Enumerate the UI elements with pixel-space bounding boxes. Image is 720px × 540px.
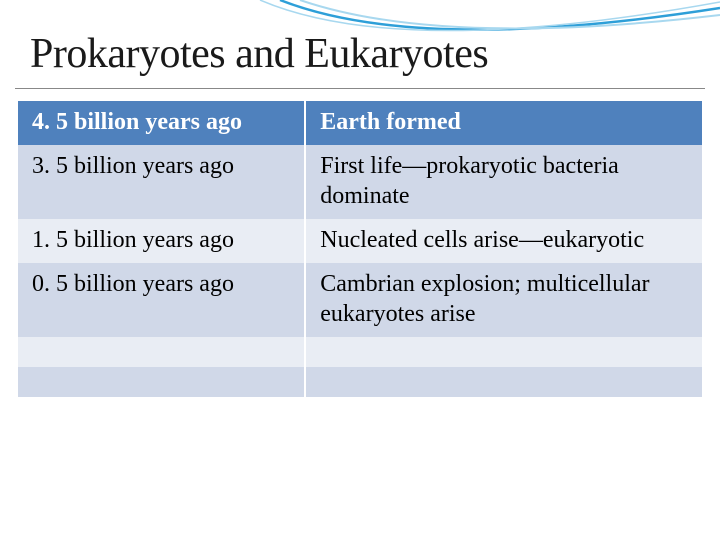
title-area: Prokaryotes and Eukaryotes bbox=[15, 0, 705, 89]
cell-time: 3. 5 billion years ago bbox=[18, 145, 305, 219]
cell-event: Cambrian explosion; multicellular eukary… bbox=[305, 263, 702, 337]
table-row: 1. 5 billion years ago Nucleated cells a… bbox=[18, 219, 702, 263]
cell-event: First life—prokaryotic bacteria dominate bbox=[305, 145, 702, 219]
table-row: 0. 5 billion years ago Cambrian explosio… bbox=[18, 263, 702, 337]
timeline-table: 4. 5 billion years ago Earth formed 3. 5… bbox=[18, 101, 702, 397]
cell-event: Earth formed bbox=[305, 101, 702, 145]
cell-time: 4. 5 billion years ago bbox=[18, 101, 305, 145]
table-row: 4. 5 billion years ago Earth formed bbox=[18, 101, 702, 145]
table-row-spacer bbox=[18, 337, 702, 367]
cell-time: 1. 5 billion years ago bbox=[18, 219, 305, 263]
table-row-spacer bbox=[18, 367, 702, 397]
slide-title: Prokaryotes and Eukaryotes bbox=[30, 30, 685, 78]
cell-time: 0. 5 billion years ago bbox=[18, 263, 305, 337]
timeline-table-wrap: 4. 5 billion years ago Earth formed 3. 5… bbox=[0, 101, 720, 397]
cell-event: Nucleated cells arise—eukaryotic bbox=[305, 219, 702, 263]
table-row: 3. 5 billion years ago First life—prokar… bbox=[18, 145, 702, 219]
